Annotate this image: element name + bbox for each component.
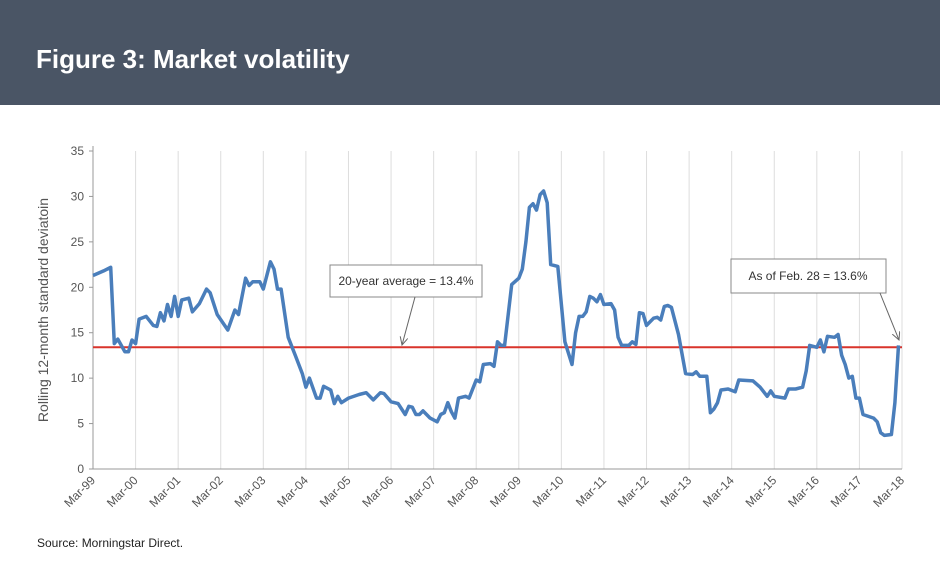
annotation-box <box>730 258 887 294</box>
x-tick-label: Mar-02 <box>189 473 226 510</box>
source: Source: Morningstar Direct. <box>37 536 183 550</box>
x-tick-label: Mar-07 <box>402 473 439 510</box>
y-tick-label: 15 <box>71 326 85 340</box>
x-tick-label: Mar-03 <box>232 473 269 510</box>
x-tick-label: Mar-16 <box>785 473 822 510</box>
plot: Mar-99 Mar-00 Mar-01 Mar-02 Mar-03 Mar-04 Mar-… <box>61 144 907 510</box>
annotation-text: 20-year average = 13.4% <box>338 274 473 288</box>
annotation: As of Feb. 28 = 13.6% <box>730 258 899 340</box>
annotation-arrow <box>402 296 416 345</box>
x-tick-label: Mar-15 <box>743 473 780 510</box>
x-tick-label: Mar-17 <box>828 473 865 510</box>
x-tick-label: Mar-10 <box>530 473 567 510</box>
x-tick-label: Mar-18 <box>870 473 907 510</box>
data-line <box>92 189 901 438</box>
header <box>0 0 940 105</box>
y-tick-label: 25 <box>71 235 85 249</box>
annotation-box <box>329 264 483 298</box>
x-tick-label: Mar-13 <box>657 473 694 510</box>
x-tick-label: Mar-08 <box>445 473 482 510</box>
x-tick-label: Mar-11 <box>573 473 609 509</box>
x-tick-label: Mar-14 <box>700 473 737 510</box>
x-tick-label: Mar-04 <box>274 473 311 510</box>
x-tick-label: Mar-01 <box>146 473 183 510</box>
x-tick-label: Mar-12 <box>615 473 652 510</box>
chart-title: Figure 3: Market volatility <box>36 44 350 74</box>
x-tick-label: Mar-00 <box>104 473 141 510</box>
annotation-arrow <box>879 292 899 340</box>
x-tick-label: Mar-99 <box>61 473 98 510</box>
x-tick-label: Mar-09 <box>487 473 524 510</box>
x-tick-label: Mar-06 <box>359 473 396 510</box>
x-tick-label: Mar-05 <box>317 473 354 510</box>
y-tick-label: 10 <box>71 371 85 385</box>
y-tick-label: 0 <box>77 462 84 476</box>
y-tick-label: 30 <box>71 189 85 203</box>
y-axis-label: Rolling 12-month standard deviatoin <box>35 198 51 422</box>
y-tick-label: 5 <box>77 417 84 431</box>
annotation-text: As of Feb. 28 = 13.6% <box>748 269 867 283</box>
y-tick-label: 20 <box>71 280 85 294</box>
y-tick-label: 35 <box>71 144 85 158</box>
annotation: 20-year average = 13.4% <box>329 264 483 345</box>
